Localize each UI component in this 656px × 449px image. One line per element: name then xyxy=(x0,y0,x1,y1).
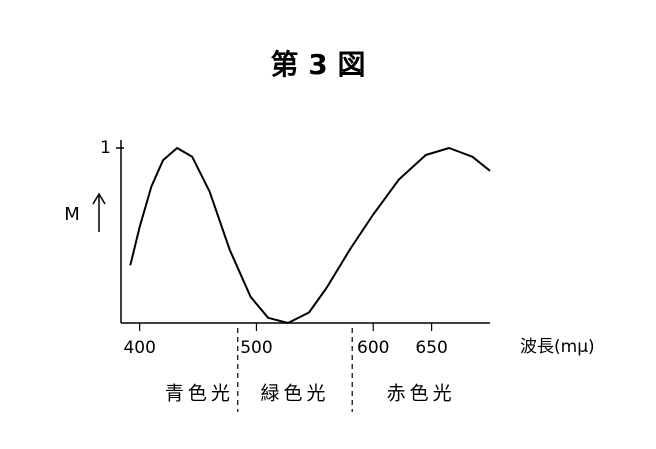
line-series xyxy=(129,147,491,324)
y-arrow xyxy=(92,192,106,232)
x-tick-label: 500 xyxy=(240,338,272,358)
x-axis-label: 波長(mμ) xyxy=(520,337,595,357)
chart-title: 第 3 図 xyxy=(271,48,366,81)
x-tick-label: 600 xyxy=(357,338,389,358)
region-label: 赤色光 xyxy=(387,383,456,405)
x-tick-label: 650 xyxy=(415,338,447,358)
region-label: 青色光 xyxy=(165,383,234,405)
y-tick-label: 1 xyxy=(100,138,111,158)
y-axis-label: M xyxy=(64,204,80,225)
region-label: 緑色光 xyxy=(260,383,329,405)
x-tick-label: 400 xyxy=(123,338,155,358)
